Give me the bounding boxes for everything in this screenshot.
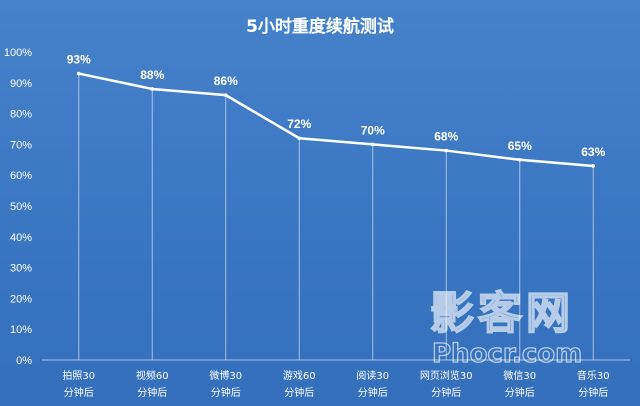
data-point (591, 164, 596, 168)
x-tick-label: 分钟后 (211, 386, 241, 399)
data-point (150, 87, 155, 91)
y-tick-label: 80% (10, 109, 32, 121)
x-tick-label: 拍照30 (62, 369, 95, 382)
y-tick-label: 30% (10, 263, 32, 275)
x-tick-label: 分钟后 (284, 386, 314, 399)
series-line (78, 72, 594, 168)
data-label: 93% (67, 53, 91, 67)
x-tick-label: 分钟后 (64, 386, 94, 399)
data-label: 68% (434, 130, 458, 144)
y-tick-label: 0% (16, 355, 32, 367)
data-label: 65% (508, 139, 532, 153)
x-tick-label: 分钟后 (137, 386, 167, 399)
data-point (297, 136, 302, 141)
chart-title: 5小时重度续航测试 (246, 16, 394, 37)
x-tick-label: 分钟后 (358, 386, 388, 399)
x-tick-label: 分钟后 (505, 386, 535, 399)
data-point (370, 142, 375, 147)
data-label: 86% (214, 74, 238, 88)
data-label: 72% (287, 117, 311, 131)
x-tick-label: 视频60 (136, 369, 169, 382)
data-point (444, 148, 449, 153)
data-point (223, 93, 228, 97)
x-tick-label: 音乐30 (577, 369, 610, 382)
x-tick-label: 微博30 (209, 369, 242, 382)
y-tick-label: 10% (10, 324, 32, 336)
y-tick-label: 40% (10, 232, 32, 244)
data-label: 70% (361, 123, 385, 137)
y-tick-label: 70% (10, 139, 32, 151)
data-point (517, 158, 522, 162)
y-tick-label: 90% (10, 78, 32, 90)
x-tick-label: 网页浏览30 (420, 369, 473, 382)
x-tick-label: 游戏60 (283, 369, 316, 382)
y-tick-label: 50% (10, 201, 32, 213)
x-tick-label: 阅读30 (356, 369, 389, 382)
x-tick-label: 微信30 (503, 369, 536, 382)
data-label: 88% (140, 68, 164, 82)
y-tick-label: 100% (4, 47, 32, 59)
y-tick-label: 60% (10, 170, 32, 182)
x-tick-label: 分钟后 (578, 386, 608, 399)
watermark-chinese: 影客网 (430, 288, 574, 339)
data-label: 63% (581, 145, 605, 159)
data-point (76, 71, 81, 76)
x-tick-label: 分钟后 (431, 386, 461, 399)
watermark: 影客网 Phocr.com (429, 287, 583, 369)
watermark-english: Phocr.com (432, 339, 582, 369)
y-tick-label: 20% (10, 293, 32, 305)
